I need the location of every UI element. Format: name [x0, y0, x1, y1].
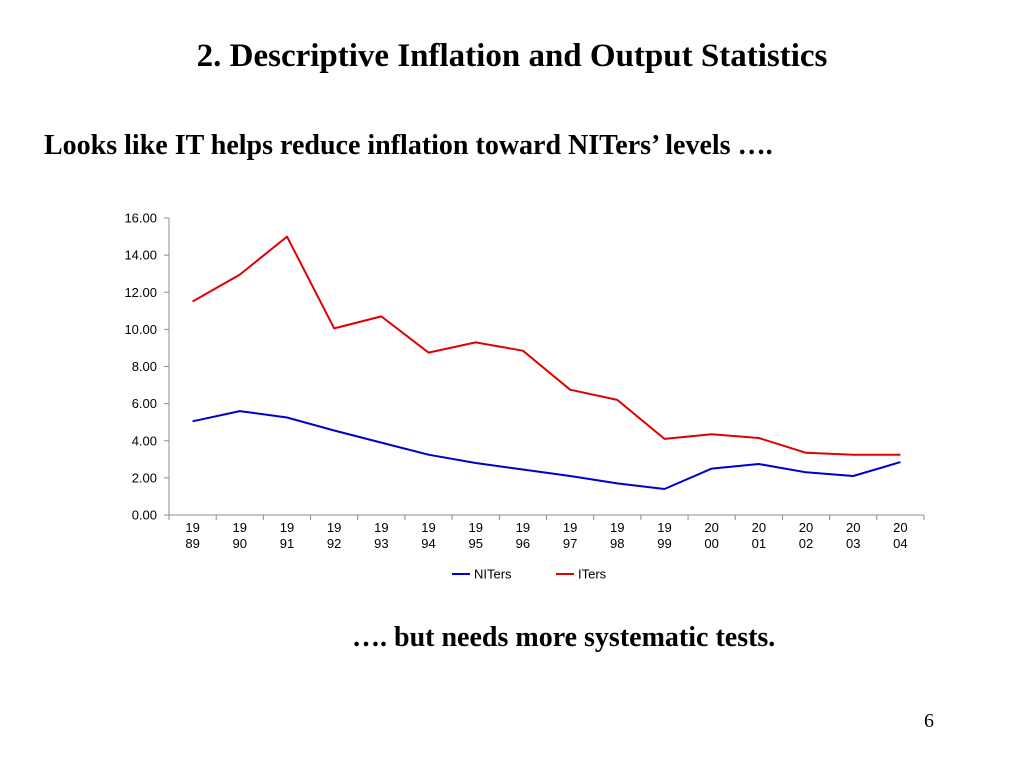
- x-tick-label-line: 03: [846, 536, 860, 551]
- y-tick-label: 8.00: [132, 359, 157, 374]
- x-tick-label-line: 19: [563, 520, 577, 535]
- y-tick-label: 16.00: [124, 211, 157, 226]
- x-tick-label-line: 99: [657, 536, 671, 551]
- x-tick-label-line: 19: [185, 520, 199, 535]
- slide-subtitle: Looks like IT helps reduce inflation tow…: [44, 130, 773, 161]
- slide-title: 2. Descriptive Inflation and Output Stat…: [196, 38, 828, 74]
- x-tick-label-line: 02: [799, 536, 813, 551]
- y-tick-label: 14.00: [124, 248, 157, 263]
- x-tick-label-line: 94: [421, 536, 435, 551]
- chart-legend: NITers ITers: [452, 567, 607, 582]
- x-tick-label-line: 19: [374, 520, 388, 535]
- x-tick-label-line: 19: [233, 520, 247, 535]
- y-tick-label: 4.00: [132, 433, 157, 448]
- x-tick-label-line: 04: [893, 536, 907, 551]
- x-tick-label-line: 19: [327, 520, 341, 535]
- series-line-iters: [192, 235, 901, 456]
- y-tick-label: 0.00: [132, 508, 157, 523]
- x-tick-label: 20 03: [846, 520, 860, 551]
- x-tick-label-line: 90: [233, 536, 247, 551]
- y-tick-label: 2.00: [132, 470, 157, 485]
- x-tick-label: 20 01: [752, 520, 766, 551]
- x-tick-label: 19 91: [280, 520, 294, 551]
- x-tick-label-line: 98: [610, 536, 624, 551]
- x-tick-label: 19 95: [468, 520, 482, 551]
- x-tick-label-line: 20: [846, 520, 860, 535]
- y-axis: 0.00 2.00 4.00 6.00 8.00 10.00 12.00 14.00 16.00: [124, 211, 170, 523]
- x-tick-label-line: 91: [280, 536, 294, 551]
- series-line-niters: [192, 410, 901, 490]
- x-tick-label-line: 19: [421, 520, 435, 535]
- legend-label-niters: NITers: [474, 567, 512, 582]
- x-tick-label-line: 92: [327, 536, 341, 551]
- x-tick-label: 19 99: [657, 520, 671, 551]
- x-tick-label-line: 20: [704, 520, 718, 535]
- x-tick-label-line: 20: [752, 520, 766, 535]
- x-tick-label-line: 93: [374, 536, 388, 551]
- x-tick-label-line: 20: [799, 520, 813, 535]
- x-tick-label-line: 19: [280, 520, 294, 535]
- y-tick-label: 12.00: [124, 285, 157, 300]
- x-tick-label: 19 97: [563, 520, 577, 551]
- x-tick-label: 19 89: [185, 520, 199, 551]
- x-tick-label-line: 19: [610, 520, 624, 535]
- x-tick-label-line: 95: [468, 536, 482, 551]
- footer-note: …. but needs more systematic tests.: [352, 622, 776, 653]
- x-tick-label-line: 97: [563, 536, 577, 551]
- y-tick-label: 10.00: [124, 322, 157, 337]
- page-number: 6: [924, 710, 934, 732]
- legend-label-iters: ITers: [578, 567, 607, 582]
- x-tick-label-line: 01: [752, 536, 766, 551]
- x-tick-label-line: 89: [185, 536, 199, 551]
- x-tick-label: 20 04: [893, 520, 907, 551]
- y-tick-label: 6.00: [132, 396, 157, 411]
- x-tick-label: 19 98: [610, 520, 624, 551]
- x-tick-label-line: 00: [704, 536, 718, 551]
- x-tick-label-line: 19: [468, 520, 482, 535]
- x-tick-label: 19 93: [374, 520, 388, 551]
- x-tick-label-line: 19: [516, 520, 530, 535]
- series-layer: [192, 235, 901, 490]
- x-tick-label: 19 96: [516, 520, 530, 551]
- x-tick-label-line: 96: [516, 536, 530, 551]
- x-tick-label-line: 20: [893, 520, 907, 535]
- x-tick-label: 19 94: [421, 520, 435, 551]
- x-tick-label: 20 02: [799, 520, 813, 551]
- x-tick-label: 19 90: [233, 520, 247, 551]
- x-tick-label-line: 19: [657, 520, 671, 535]
- x-tick-label: 19 92: [327, 520, 341, 551]
- x-tick-label: 20 00: [704, 520, 718, 551]
